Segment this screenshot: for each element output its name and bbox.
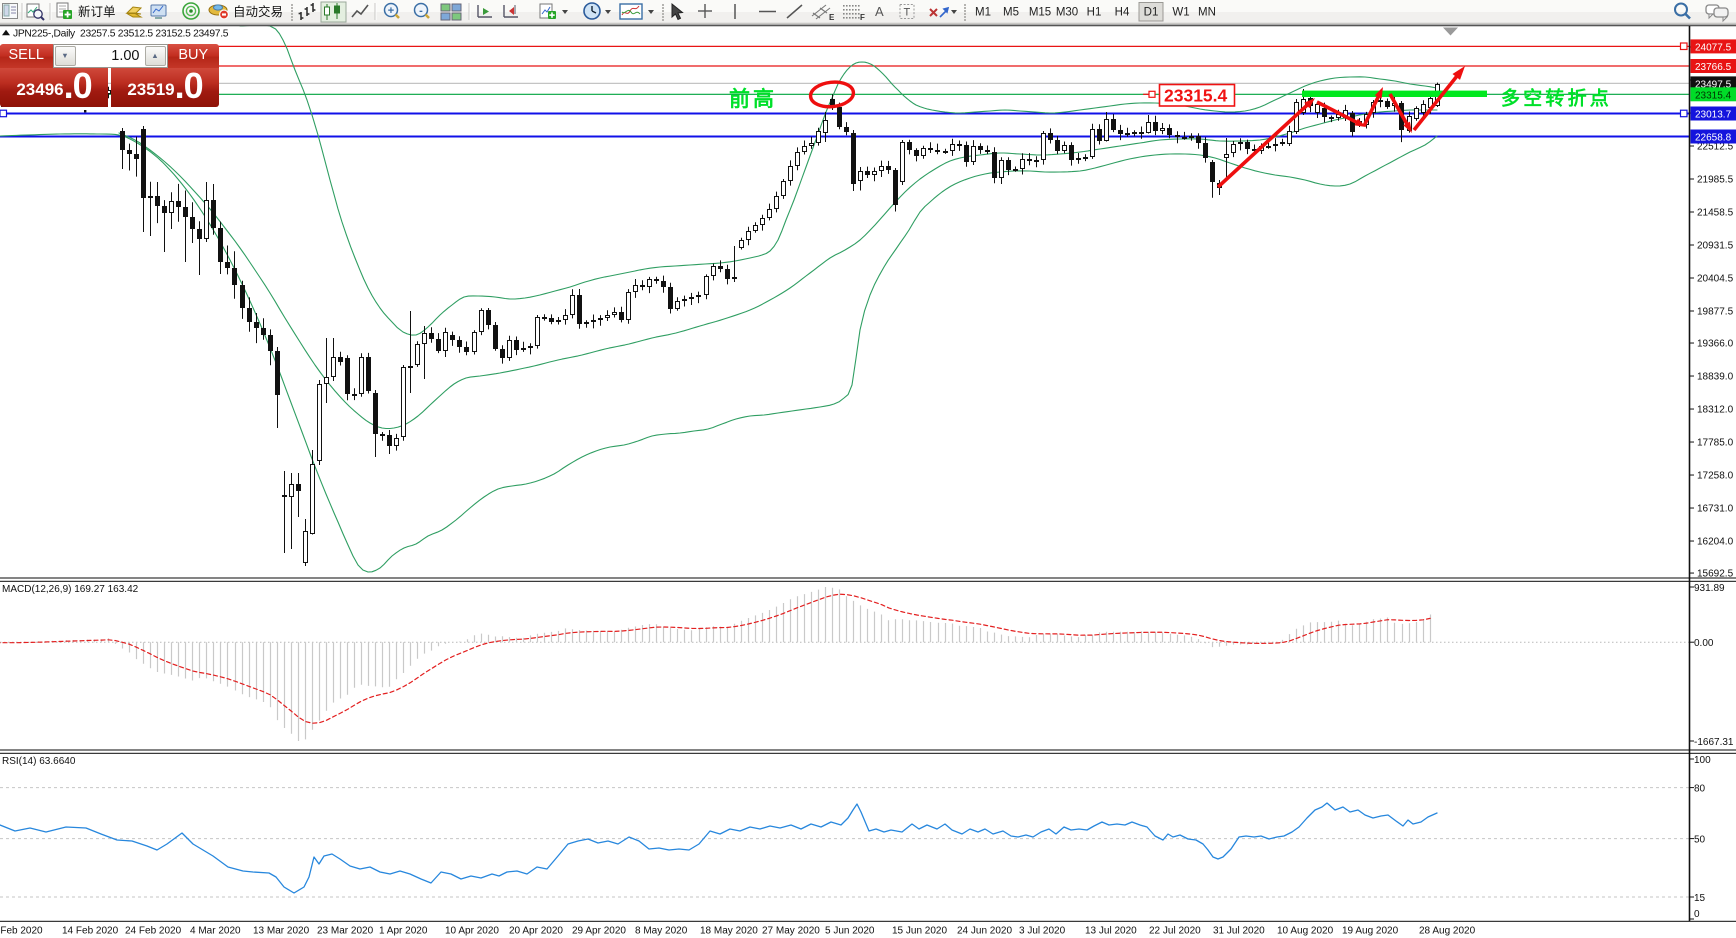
svg-text:MACD(12,26,9) 169.27 163.42: MACD(12,26,9) 169.27 163.42 [2, 584, 139, 595]
svg-text:16204.0: 16204.0 [1697, 537, 1734, 548]
svg-text:22512.5: 22512.5 [1697, 142, 1734, 153]
svg-text:22658.8: 22658.8 [1695, 133, 1732, 144]
svg-text:17258.0: 17258.0 [1697, 471, 1734, 482]
svg-text:18839.0: 18839.0 [1697, 372, 1734, 383]
svg-text:13 Jul 2020: 13 Jul 2020 [1085, 926, 1137, 937]
svg-text:16731.0: 16731.0 [1697, 504, 1734, 515]
svg-text:28 Aug 2020: 28 Aug 2020 [1419, 926, 1476, 937]
svg-text:-: - [419, 5, 423, 17]
svg-text:+: + [388, 5, 394, 17]
svg-text:15: 15 [1694, 893, 1706, 904]
svg-text:19877.5: 19877.5 [1697, 307, 1734, 318]
svg-text:D1: D1 [1144, 7, 1159, 19]
svg-text:T: T [904, 7, 911, 19]
svg-text:23315.4: 23315.4 [1695, 90, 1732, 101]
svg-text:15 Jun 2020: 15 Jun 2020 [892, 926, 947, 937]
svg-text:RSI(14) 63.6640: RSI(14) 63.6640 [2, 756, 76, 767]
svg-text:23 Mar 2020: 23 Mar 2020 [317, 926, 374, 937]
svg-text:JPN225-,Daily 23257.5 23512.5: JPN225-,Daily 23257.5 23512.5 23152.5 23… [13, 29, 229, 40]
svg-text:3 Jul 2020: 3 Jul 2020 [1019, 926, 1066, 937]
svg-text:H1: H1 [1087, 7, 1102, 19]
svg-text:M15: M15 [1029, 7, 1051, 19]
svg-text:13 Mar 2020: 13 Mar 2020 [253, 926, 310, 937]
svg-text:24077.5: 24077.5 [1695, 42, 1732, 53]
svg-text:27 May 2020: 27 May 2020 [762, 926, 820, 937]
svg-text:F: F [860, 13, 865, 22]
svg-text:14 Feb 2020: 14 Feb 2020 [62, 926, 119, 937]
svg-text:A: A [875, 4, 884, 19]
svg-text:24 Feb 2020: 24 Feb 2020 [125, 926, 182, 937]
svg-text:15692.5: 15692.5 [1697, 569, 1734, 580]
svg-text:18 May 2020: 18 May 2020 [700, 926, 758, 937]
svg-text:新订单: 新订单 [78, 4, 116, 19]
svg-text:23766.5: 23766.5 [1695, 62, 1732, 73]
svg-text:19366.0: 19366.0 [1697, 339, 1734, 350]
svg-text:5 Jun 2020: 5 Jun 2020 [825, 926, 875, 937]
svg-text:17785.0: 17785.0 [1697, 438, 1734, 449]
svg-text:10 Aug 2020: 10 Aug 2020 [1277, 926, 1334, 937]
svg-text:前高: 前高 [729, 87, 777, 111]
svg-text:自动交易: 自动交易 [233, 4, 283, 19]
svg-text:19 Aug 2020: 19 Aug 2020 [1342, 926, 1399, 937]
svg-text:10 Apr 2020: 10 Apr 2020 [445, 926, 499, 937]
svg-text:100: 100 [1694, 755, 1711, 766]
svg-text:多空转折点: 多空转折点 [1501, 87, 1612, 110]
svg-text:50: 50 [1694, 834, 1706, 845]
svg-text:W1: W1 [1172, 7, 1189, 19]
svg-text:8 May 2020: 8 May 2020 [635, 926, 688, 937]
svg-text:31 Jul 2020: 31 Jul 2020 [1213, 926, 1265, 937]
svg-text:22 Jul 2020: 22 Jul 2020 [1149, 926, 1201, 937]
svg-text:0.00: 0.00 [1694, 638, 1714, 649]
svg-text:H4: H4 [1115, 7, 1130, 19]
svg-text:5 Feb 2020: 5 Feb 2020 [0, 926, 43, 937]
svg-text:23497.5: 23497.5 [1695, 79, 1732, 90]
svg-text:23013.7: 23013.7 [1695, 110, 1732, 121]
svg-text:E: E [829, 13, 835, 22]
svg-text:M5: M5 [1003, 7, 1019, 19]
svg-text:M30: M30 [1056, 7, 1078, 19]
svg-text:20 Apr 2020: 20 Apr 2020 [509, 926, 563, 937]
svg-text:29 Apr 2020: 29 Apr 2020 [572, 926, 626, 937]
svg-text:4 Mar 2020: 4 Mar 2020 [190, 926, 241, 937]
svg-text:18312.0: 18312.0 [1697, 405, 1734, 416]
svg-text:21458.5: 21458.5 [1697, 208, 1734, 219]
svg-text:20931.5: 20931.5 [1697, 241, 1734, 252]
svg-text:931.89: 931.89 [1694, 583, 1725, 594]
svg-text:-1667.31: -1667.31 [1694, 737, 1734, 748]
svg-text:21985.5: 21985.5 [1697, 175, 1734, 186]
svg-text:80: 80 [1694, 783, 1706, 794]
svg-text:24 Jun 2020: 24 Jun 2020 [957, 926, 1012, 937]
svg-text:MN: MN [1198, 7, 1216, 19]
svg-text:0: 0 [1694, 909, 1700, 920]
svg-text:1 Apr 2020: 1 Apr 2020 [379, 926, 428, 937]
svg-text:20404.5: 20404.5 [1697, 274, 1734, 285]
svg-text:23315.4: 23315.4 [1164, 86, 1228, 106]
svg-text:M1: M1 [975, 7, 991, 19]
